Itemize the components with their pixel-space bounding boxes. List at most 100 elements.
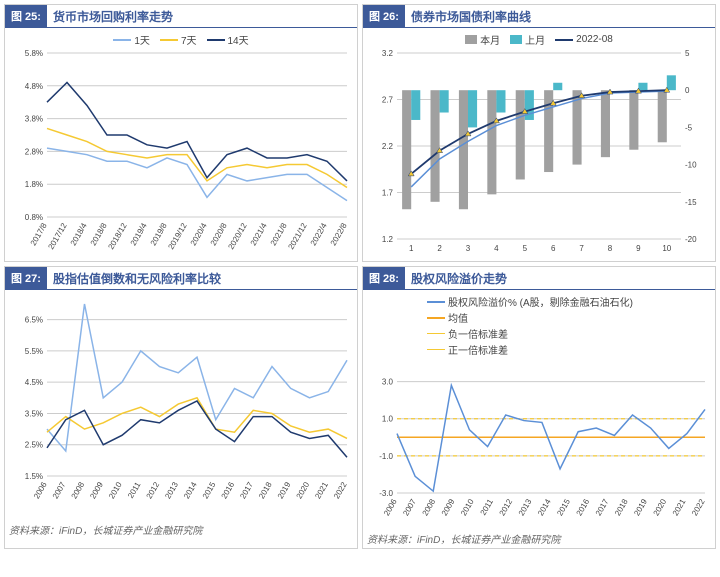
svg-text:-20: -20	[685, 235, 697, 244]
chart-27: 1.5%2.5%3.5%4.5%5.5%6.5%2006200720082009…	[5, 290, 357, 520]
svg-text:4: 4	[494, 244, 499, 253]
panel-number: 图 25:	[5, 5, 47, 27]
svg-text:1: 1	[409, 244, 414, 253]
svg-text:1.7: 1.7	[382, 189, 394, 198]
svg-text:2.2: 2.2	[382, 142, 394, 151]
svg-text:-10: -10	[685, 161, 697, 170]
panel-title: 货币市场回购利率走势	[47, 8, 173, 25]
svg-text:2012: 2012	[498, 497, 515, 517]
chart-25: 1天 7天 14天 0.8%1.8%2.8%3.8%4.8%5.8%2017/8…	[5, 28, 357, 261]
svg-text:2008: 2008	[421, 497, 438, 517]
svg-text:6.5%: 6.5%	[25, 316, 43, 325]
panel-title: 股权风险溢价走势	[405, 270, 507, 287]
svg-text:2019: 2019	[632, 497, 649, 517]
panel-header: 图 27: 股指估值倒数和无风险利率比较	[5, 267, 357, 290]
svg-text:2017/12: 2017/12	[46, 221, 69, 251]
panel-number: 图 26:	[363, 5, 405, 27]
panel-header: 图 26: 债券市场国债利率曲线	[363, 5, 715, 28]
svg-text:8: 8	[608, 244, 613, 253]
svg-text:4.5%: 4.5%	[25, 378, 43, 387]
svg-text:10: 10	[662, 244, 671, 253]
svg-text:2018/4: 2018/4	[69, 221, 89, 247]
svg-text:2017: 2017	[238, 480, 255, 500]
svg-text:4.8%: 4.8%	[25, 82, 43, 91]
legend-item: 均值	[448, 310, 468, 325]
svg-text:2019: 2019	[276, 480, 293, 500]
panel-26: 图 26: 债券市场国债利率曲线 本月 上月 2022-08 1.21.72.2…	[362, 4, 716, 262]
svg-text:2.7: 2.7	[382, 96, 394, 105]
legend-item: 14天	[228, 32, 249, 47]
svg-text:2019/12: 2019/12	[166, 221, 189, 251]
source-text: 资料来源：iFinD，长城证券产业金融研究院	[5, 520, 357, 539]
svg-text:2020: 2020	[295, 480, 312, 500]
svg-text:1.8%: 1.8%	[25, 180, 43, 189]
svg-text:2022/8: 2022/8	[329, 221, 349, 247]
svg-text:2019/8: 2019/8	[149, 221, 169, 247]
svg-text:2010: 2010	[459, 497, 476, 517]
legend-item: 2022-08	[576, 34, 613, 45]
svg-text:2018: 2018	[257, 480, 274, 500]
svg-text:2.5%: 2.5%	[25, 441, 43, 450]
svg-text:5: 5	[685, 49, 690, 58]
chart-svg: 1.21.72.22.73.2-20-15-10-50512345678910	[367, 47, 711, 257]
svg-text:2021: 2021	[671, 497, 688, 517]
svg-text:2007: 2007	[51, 480, 68, 500]
svg-text:2020/12: 2020/12	[226, 221, 249, 251]
legend-25: 1天 7天 14天	[9, 32, 353, 47]
panel-number: 图 28:	[363, 267, 405, 289]
panel-number: 图 27:	[5, 267, 47, 289]
legend-item: 负一倍标准差	[448, 326, 508, 341]
svg-text:5.8%: 5.8%	[25, 49, 43, 58]
svg-text:1.5%: 1.5%	[25, 472, 43, 481]
panel-25: 图 25: 货币市场回购利率走势 1天 7天 14天 0.8%1.8%2.8%3…	[4, 4, 358, 262]
chart-svg: 0.8%1.8%2.8%3.8%4.8%5.8%2017/82017/12201…	[9, 47, 353, 257]
svg-text:3.5%: 3.5%	[25, 409, 43, 418]
chart-28: 股权风险溢价% (A股，剔除金融石油石化) 均值 负一倍标准差 正一倍标准差 -…	[363, 290, 715, 529]
panel-title: 债券市场国债利率曲线	[405, 8, 531, 25]
svg-text:2009: 2009	[440, 497, 457, 517]
svg-text:2006: 2006	[382, 497, 399, 517]
legend-item: 本月	[480, 32, 500, 47]
legend-item: 上月	[525, 32, 545, 47]
svg-text:2011: 2011	[479, 497, 496, 517]
legend-26: 本月 上月 2022-08	[367, 32, 711, 47]
svg-text:2014: 2014	[182, 480, 199, 500]
svg-text:2022: 2022	[332, 480, 349, 500]
svg-text:2022/4: 2022/4	[309, 221, 329, 247]
svg-text:2: 2	[437, 244, 442, 253]
svg-text:2014: 2014	[536, 497, 553, 517]
svg-text:2020/4: 2020/4	[189, 221, 209, 247]
svg-text:7: 7	[579, 244, 584, 253]
svg-text:2020: 2020	[652, 497, 669, 517]
svg-text:2021/4: 2021/4	[249, 221, 269, 247]
svg-text:2008: 2008	[70, 480, 87, 500]
svg-text:2016: 2016	[220, 480, 237, 500]
svg-text:2010: 2010	[107, 480, 124, 500]
svg-text:2016: 2016	[575, 497, 592, 517]
svg-text:2018/12: 2018/12	[106, 221, 129, 251]
svg-text:2011: 2011	[126, 480, 143, 500]
panel-header: 图 25: 货币市场回购利率走势	[5, 5, 357, 28]
svg-text:-15: -15	[685, 198, 697, 207]
svg-text:2022: 2022	[690, 497, 707, 517]
legend-item: 7天	[181, 32, 197, 47]
svg-text:0.8%: 0.8%	[25, 213, 43, 222]
svg-text:2021/8: 2021/8	[269, 221, 289, 247]
legend-item: 正一倍标准差	[448, 342, 508, 357]
svg-text:2007: 2007	[401, 497, 418, 517]
svg-text:2.8%: 2.8%	[25, 147, 43, 156]
svg-text:2021: 2021	[313, 480, 330, 500]
svg-text:2017: 2017	[594, 497, 611, 517]
svg-text:2013: 2013	[163, 480, 180, 500]
panel-27: 图 27: 股指估值倒数和无风险利率比较 1.5% 2.5% 3.5% 4.5% 5.5…	[4, 266, 358, 549]
legend-item: 股权风险溢价% (A股，剔除金融石油石化)	[448, 294, 633, 309]
svg-text:2006: 2006	[32, 480, 49, 500]
svg-text:-3.0: -3.0	[379, 489, 393, 498]
legend-item: 1天	[134, 32, 150, 47]
svg-text:2015: 2015	[201, 480, 218, 500]
chart-svg: 1.5%2.5%3.5%4.5%5.5%6.5%2006200720082009…	[9, 294, 353, 516]
svg-text:2012: 2012	[145, 480, 162, 500]
svg-text:2021/12: 2021/12	[286, 221, 309, 251]
svg-text:2013: 2013	[517, 497, 534, 517]
svg-text:5.5%: 5.5%	[25, 347, 43, 356]
